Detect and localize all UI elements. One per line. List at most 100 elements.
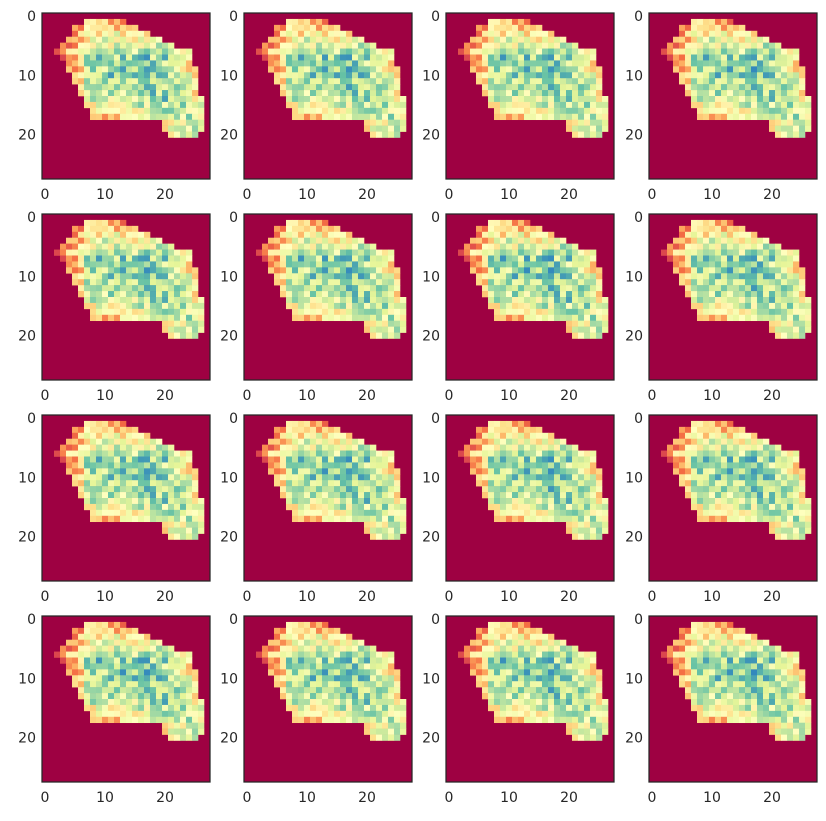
heatmap-cell [162,663,169,670]
heatmap-cell [578,450,585,457]
heatmap-cell [715,438,722,445]
heatmap-cell [781,72,788,79]
heatmap-cell [352,90,359,97]
heatmap-cell [685,426,692,434]
heatmap-cell [150,704,157,712]
heatmap-cell [292,480,299,487]
x-tick-label: 0 [243,790,252,806]
heatmap-cell [512,450,519,457]
heatmap-cell [488,432,495,440]
heatmap-cell [584,474,591,481]
heatmap-cell [192,492,199,499]
heatmap-cell [334,42,341,49]
heatmap-cell [709,308,716,316]
heatmap-cell [488,30,495,38]
heatmap-cell [703,498,710,505]
heatmap-cell [494,687,501,694]
heatmap-cell [566,48,573,55]
heatmap-cell [274,474,281,481]
heatmap-cell [316,639,323,646]
heatmap-cell [775,107,782,115]
heatmap-cell [703,107,710,115]
heatmap-cell [530,96,537,103]
heatmap-cell [280,675,287,682]
heatmap-cell [739,78,746,85]
heatmap-cell [180,125,187,132]
heatmap-cell [709,426,716,434]
heatmap-cell [102,279,109,286]
heatmap-cell [727,231,734,239]
heatmap-cell [572,474,579,481]
heatmap-cell [358,503,365,511]
heatmap-cell [346,704,353,712]
heatmap-cell [793,474,800,481]
heatmap-cell [530,285,537,292]
heatmap-cell [322,225,329,233]
heatmap-cell [739,60,746,67]
heatmap-cell [709,84,716,91]
heatmap-cell [751,450,758,457]
heatmap-cell [126,90,133,97]
heatmap-cell [292,302,299,310]
heatmap-cell [578,261,585,268]
heatmap-cell [709,279,716,286]
heatmap-cell [114,480,121,487]
heatmap-cell [334,710,341,718]
heatmap-cell [316,279,323,286]
heatmap-cell [376,503,383,511]
heatmap-cell [180,119,187,126]
heatmap-cell [518,627,525,635]
heatmap-cell [346,78,353,85]
heatmap-cell [156,297,163,304]
heatmap-cell [108,492,115,499]
heatmap-cell [787,462,794,469]
heatmap-cell [382,48,389,55]
heatmap-cell [715,515,722,523]
heatmap-cell [328,243,335,250]
heatmap-cell [590,533,597,540]
heatmap-cell [500,261,507,268]
heatmap-cell [102,308,109,316]
heatmap-cell [66,36,73,43]
heatmap-cell [715,426,722,434]
heatmap-cell [132,444,139,451]
heatmap-cell [346,663,353,670]
heatmap-cell [703,503,710,511]
heatmap-cell [114,639,121,646]
heatmap-cell [310,36,317,43]
heatmap-cell [548,255,555,262]
heatmap-cell [596,302,603,310]
heatmap-cell [494,639,501,646]
heatmap-cell [727,54,734,61]
heatmap-cell [292,657,299,664]
heatmap-cell [328,438,335,445]
heatmap-cell [114,249,121,256]
heatmap-cell [102,36,109,43]
heatmap-cell [340,639,347,646]
heatmap-cell [150,681,157,688]
heatmap-cell [590,527,597,534]
heatmap-cell [144,113,151,121]
heatmap-cell [310,639,317,646]
heatmap-cell [322,285,329,292]
heatmap-cell [488,285,495,292]
heatmap-cell [709,291,716,298]
heatmap-cell [793,107,800,115]
heatmap-cell [769,90,776,97]
heatmap-cell [382,533,389,540]
heatmap-cell [394,722,401,729]
heatmap-cell [554,90,561,97]
heatmap-cell [78,291,85,298]
heatmap-cell [156,261,163,268]
heatmap-cell [310,279,317,286]
heatmap-cell [494,308,501,316]
heatmap-cell [180,72,187,79]
heatmap-cell [156,60,163,67]
heatmap-cell [280,462,287,469]
heatmap-cell [566,249,573,256]
heatmap-cell [554,291,561,298]
heatmap-cell [542,633,549,641]
heatmap-cell [274,42,281,49]
heatmap-cell [388,734,395,741]
heatmap-cell [102,509,109,517]
